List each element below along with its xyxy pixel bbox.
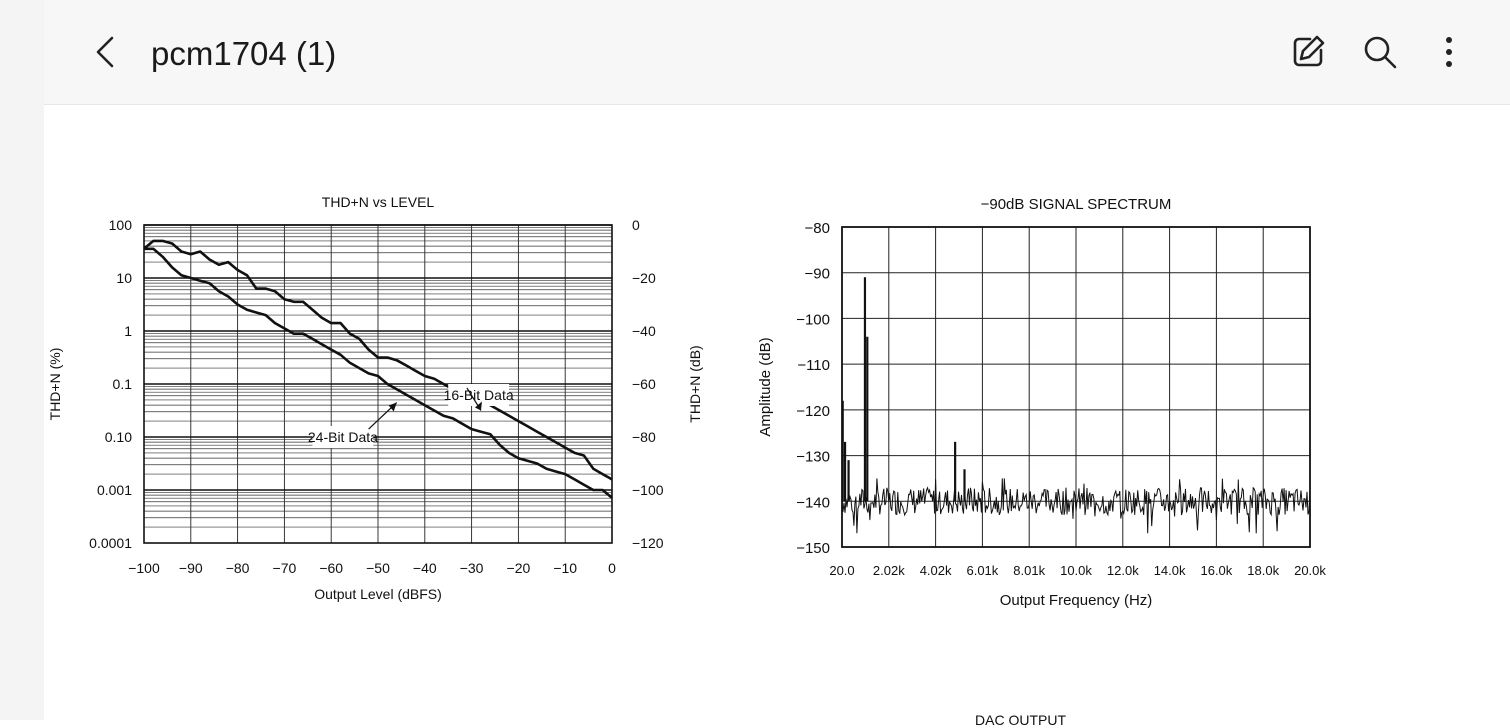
x-tick-label: 20.0k [1294,563,1326,578]
y-tick-label: −120 [796,403,830,420]
y-tick-label: −140 [796,494,830,511]
y-tick-label-right: 0 [632,217,640,233]
x-tick-label: −90 [179,560,203,576]
series-line [143,239,613,481]
x-tick-label: −60 [319,560,343,576]
y-tick-label-right: −80 [632,429,656,445]
y-tick-label-right: −40 [632,323,656,339]
plot-frame [143,224,613,544]
series-line [144,247,613,499]
search-button[interactable] [1358,30,1402,74]
x-tick-label: 18.0k [1247,563,1279,578]
spectrum-trace [841,478,1311,534]
annotation-16bit: 16-Bit Data [444,387,514,403]
x-tick-label: 8.01k [1013,563,1045,578]
x-tick-label: 12.0k [1107,563,1139,578]
document-title: pcm1704 (1) [151,35,337,72]
x-tick-label: 10.0k [1060,563,1092,578]
annotation-24bit: 24-Bit Data [308,429,378,445]
y-tick-label-right: −20 [632,270,656,286]
more-options-button[interactable] [1427,30,1471,74]
x-tick-label: 0 [608,560,616,576]
document-page[interactable] [44,105,1510,720]
x-tick-label: −40 [413,560,437,576]
x-tick-label: −20 [507,560,531,576]
y-tick-label-right: −120 [632,535,664,551]
search-icon [1364,36,1397,69]
left-edge-strip [0,0,44,720]
chart-title: −90dB SIGNAL SPECTRUM [981,196,1172,213]
x-tick-label: 2.02k [873,563,905,578]
chart-title: THD+N vs LEVEL [322,194,435,210]
app-bar [44,0,1510,105]
y-tick-label-left: 1 [124,323,132,339]
x-axis-label: Output Frequency (Hz) [1000,592,1153,609]
edit-icon [1293,35,1325,67]
y-tick-label: −150 [796,540,830,557]
thd-vs-level-chart: −100 −90 −80 −70 −60 −50 −40 −30 −20 −10 01001010.… [47,194,703,602]
annotation-background [448,384,510,406]
y-tick-label-left: 0.1 [113,376,133,392]
x-tick-label: −100 [128,560,160,576]
y-axis-label-left: THD+N (%) [47,348,63,421]
y-tick-label: −110 [797,357,830,374]
y-tick-label: −100 [796,311,830,328]
y-tick-label-left: 100 [109,217,133,233]
x-tick-label: 16.0k [1200,563,1232,578]
x-tick-label: −10 [553,560,577,576]
y-tick-label-left: 10 [116,270,132,286]
x-tick-label: 14.0k [1154,563,1186,578]
signal-spectrum-chart: 20.0 2.02k 4.02k 6.01k 8.01k 10.0k 12.0k 14.0k 1… [757,196,1326,609]
x-tick-label: 4.02k [920,563,952,578]
y-tick-label-left: 0.001 [97,482,132,498]
y-tick-label-right: −100 [632,482,664,498]
x-tick-label: 6.01k [966,563,998,578]
more-vertical-icon [1446,37,1452,67]
plot-frame [841,226,1311,548]
back-button[interactable] [88,30,128,74]
edit-button[interactable] [1286,30,1330,74]
annotation-arrowhead [474,401,482,411]
x-tick-label: 20.0 [829,563,854,578]
y-tick-label-left: 0.10 [105,429,132,445]
x-tick-label: −70 [273,560,297,576]
x-axis-label: Output Level (dBFS) [314,586,442,602]
y-axis-label-right: THD+N (dB) [687,345,703,422]
x-tick-label: −50 [366,560,390,576]
y-tick-label: −130 [796,449,830,466]
next-figure-title-fragment: DAC OUTPUT [975,712,1066,728]
y-tick-label: −80 [805,220,830,237]
y-tick-label-right: −60 [632,376,656,392]
x-tick-label: −80 [226,560,250,576]
y-tick-label: −90 [805,266,830,283]
y-axis-label: Amplitude (dB) [757,337,774,436]
chevron-left-icon [96,36,114,68]
y-tick-label-left: 0.0001 [89,535,132,551]
x-tick-label: −30 [460,560,484,576]
annotation-background [312,426,374,448]
annotation-arrowhead [388,402,397,412]
